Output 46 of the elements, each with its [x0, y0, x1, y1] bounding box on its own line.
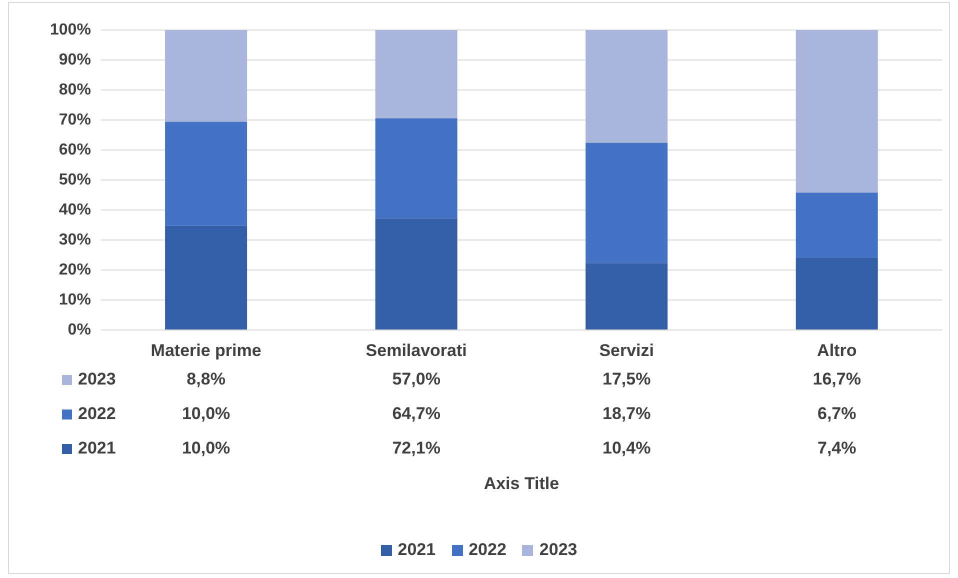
text: 7,4% — [817, 438, 856, 458]
bar — [586, 263, 668, 330]
x-tick-label: Servizi — [599, 340, 654, 360]
y-tick-label: 80% — [58, 81, 91, 98]
text: 72,1% — [392, 438, 440, 458]
bar — [165, 226, 248, 330]
text: 16,7% — [812, 370, 861, 389]
y-tick-label: 40% — [58, 201, 91, 218]
y-tick-label: 50% — [58, 171, 91, 188]
text: Axis Title — [484, 474, 560, 494]
legend-label: 2021 — [78, 438, 116, 458]
text: 10,0% — [182, 404, 230, 424]
y-tick-label: 0% — [68, 321, 91, 338]
text: 2022 — [468, 540, 506, 559]
y-tick-label: 60% — [58, 141, 91, 158]
bar — [586, 30, 668, 143]
bar — [586, 142, 668, 264]
y-tick-label: 70% — [58, 111, 91, 128]
x-tick-label: Altro — [817, 340, 857, 360]
text: 6,7% — [817, 404, 856, 424]
bar — [796, 258, 878, 330]
legend-label: 2023 — [78, 370, 116, 389]
text: 10,0% — [182, 438, 230, 458]
bar — [375, 218, 458, 330]
y-tick-label: 10% — [58, 291, 91, 308]
x-tick-label: Materie prime — [150, 340, 262, 360]
y-tick-label: 100% — [50, 21, 91, 38]
text: 10,4% — [602, 438, 651, 458]
text: 57,0% — [392, 370, 440, 389]
text: 2023 — [539, 540, 578, 559]
text: 8,8% — [186, 370, 226, 389]
text: 2021 — [398, 540, 436, 559]
bar — [796, 192, 878, 258]
y-tick-label: 30% — [58, 231, 91, 248]
bar — [375, 118, 458, 218]
bar — [165, 30, 248, 122]
bar — [165, 122, 248, 226]
text: 18,7% — [602, 404, 651, 424]
y-tick-label: 20% — [58, 261, 91, 278]
x-tick-label: Semilavorati — [366, 340, 467, 360]
bar — [796, 30, 878, 193]
text: 17,5% — [602, 370, 651, 389]
bar — [375, 30, 458, 118]
text: 64,7% — [392, 404, 440, 424]
legend-label: 2022 — [78, 404, 116, 424]
y-tick-label: 90% — [58, 51, 91, 68]
